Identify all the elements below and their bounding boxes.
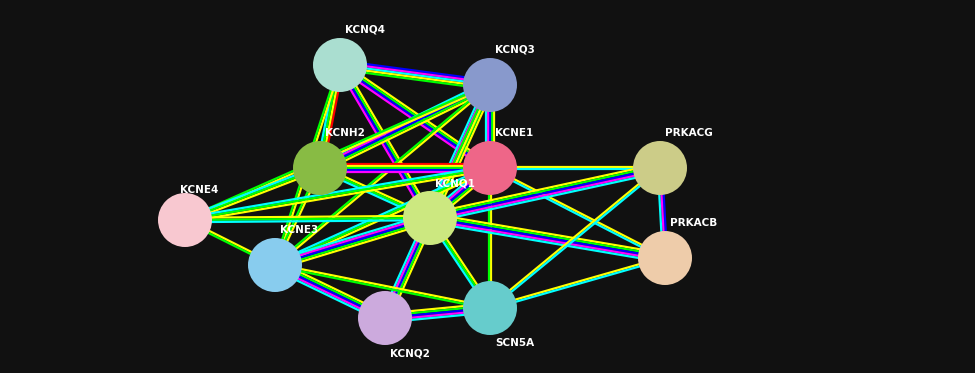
Circle shape	[633, 141, 687, 195]
Text: KCNE4: KCNE4	[180, 185, 218, 195]
Circle shape	[248, 238, 302, 292]
Circle shape	[638, 231, 692, 285]
Circle shape	[158, 193, 212, 247]
Text: KCNQ2: KCNQ2	[390, 348, 430, 358]
Text: SCN5A: SCN5A	[495, 338, 534, 348]
Text: PRKACB: PRKACB	[670, 218, 718, 228]
Circle shape	[403, 191, 457, 245]
Circle shape	[313, 38, 367, 92]
Text: KCNE3: KCNE3	[280, 225, 318, 235]
Text: KCNQ3: KCNQ3	[495, 45, 535, 55]
Text: PRKACG: PRKACG	[665, 128, 713, 138]
Text: KCNQ1: KCNQ1	[435, 178, 475, 188]
Text: KCNH2: KCNH2	[325, 128, 365, 138]
Circle shape	[463, 281, 517, 335]
Circle shape	[463, 58, 517, 112]
Circle shape	[358, 291, 412, 345]
Circle shape	[463, 141, 517, 195]
Text: KCNE1: KCNE1	[495, 128, 533, 138]
Circle shape	[293, 141, 347, 195]
Text: KCNQ4: KCNQ4	[345, 25, 385, 35]
